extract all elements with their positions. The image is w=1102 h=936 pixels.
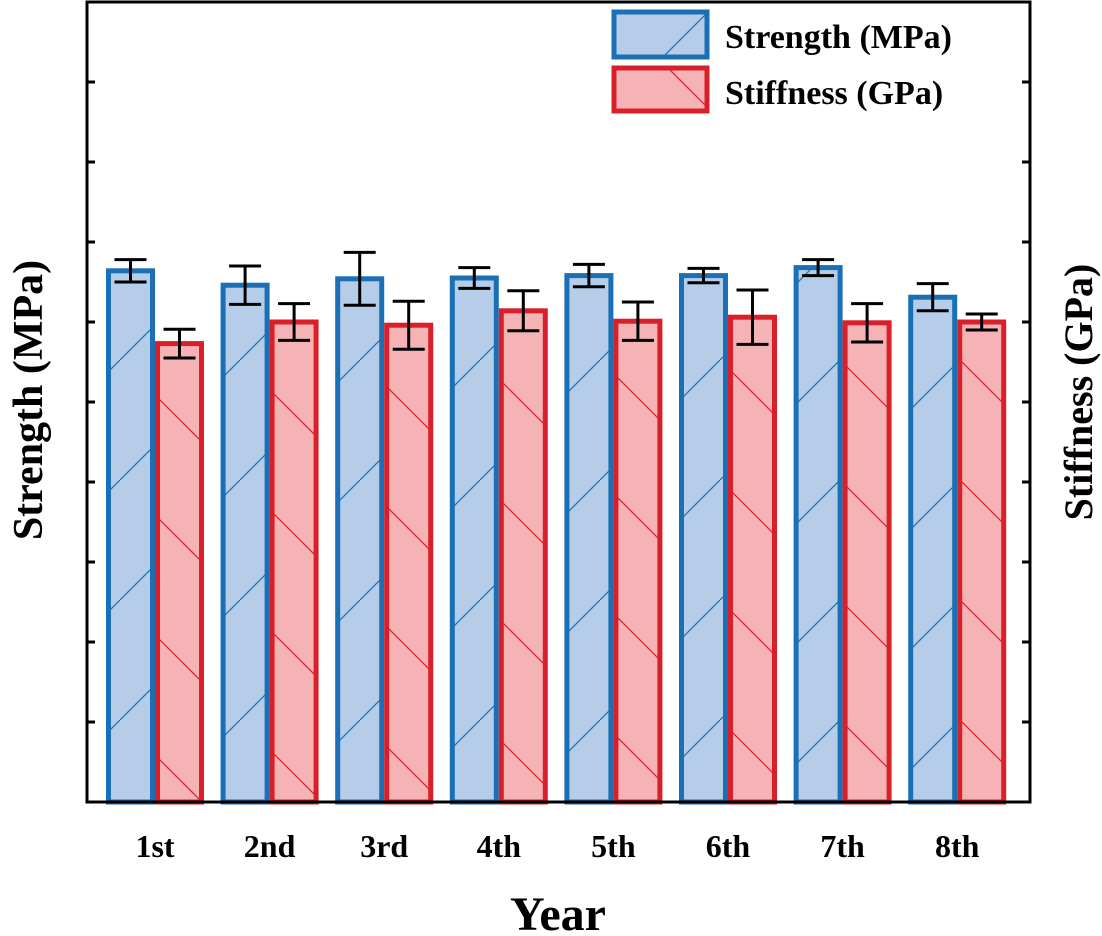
y-axis-title-right: Stiffness (GPa): [1056, 264, 1101, 521]
error-bar-strength-4th: [458, 266, 491, 290]
error-bar-stiffness-6th: [736, 288, 769, 346]
error-bar-strength-8th: [916, 282, 949, 313]
error-bar-strength-5th: [572, 262, 605, 289]
error-bar-stiffness-5th: [621, 300, 654, 342]
bar-strength-3rd: [335, 276, 385, 805]
bar-strength-1st: [106, 268, 155, 805]
bar-stiffness-2nd: [269, 319, 319, 805]
bar-strength-4th: [449, 275, 499, 805]
error-bar-strength-2nd: [229, 264, 262, 306]
x-axis-title: Year: [510, 888, 606, 936]
x-tick-label-3rd: 3rd: [360, 828, 408, 864]
x-tick-label-2nd: 2nd: [244, 828, 296, 864]
legend-label-strength: Strength (MPa): [725, 19, 952, 56]
error-bar-stiffness-8th: [965, 312, 998, 332]
bar-strength-5th: [564, 273, 614, 805]
error-bar-strength-1st: [114, 258, 147, 284]
axis-ticks: [87, 80, 1030, 724]
error-bar-strength-3rd: [343, 250, 376, 307]
legend: Strength (MPa) Stiffness (GPa): [611, 9, 952, 114]
x-tick-label-7th: 7th: [820, 828, 865, 864]
bar-strength-8th: [908, 294, 958, 805]
bar-stiffness-1st: [155, 341, 204, 805]
x-tick-label-5th: 5th: [591, 828, 636, 864]
error-bar-stiffness-3rd: [392, 299, 425, 351]
bar-stiffness-4th: [498, 308, 548, 805]
bars-layer: [106, 265, 1007, 805]
bar-strength-7th: [793, 265, 843, 805]
bar-stiffness-8th: [957, 319, 1007, 805]
error-bar-stiffness-7th: [851, 302, 884, 344]
legend-item-stiffness[interactable]: Stiffness (GPa): [611, 65, 943, 114]
error-bars-layer: [114, 250, 998, 360]
error-bar-stiffness-4th: [507, 289, 540, 333]
x-tick-label-4th: 4th: [477, 828, 522, 864]
x-tick-labels: 1st 2nd 3rd 4th 5th 6th 7th 8th: [135, 828, 979, 864]
bar-strength-6th: [679, 273, 728, 805]
bar-stiffness-5th: [613, 318, 663, 805]
x-tick-label-6th: 6th: [706, 828, 751, 864]
legend-swatch-stiffness: [611, 65, 710, 114]
error-bar-strength-7th: [802, 258, 835, 278]
bar-stiffness-6th: [728, 314, 777, 805]
error-bar-stiffness-1st: [163, 327, 196, 360]
error-bar-strength-6th: [687, 266, 720, 285]
x-tick-label-8th: 8th: [935, 828, 980, 864]
bar-stiffness-7th: [842, 320, 892, 805]
bar-strength-2nd: [220, 282, 270, 805]
legend-swatch-strength: [611, 9, 710, 60]
legend-item-strength[interactable]: Strength (MPa): [611, 9, 952, 60]
bar-stiffness-3rd: [384, 322, 434, 805]
legend-label-stiffness: Stiffness (GPa): [725, 75, 943, 112]
x-tick-label-1st: 1st: [135, 828, 174, 864]
error-bar-stiffness-2nd: [278, 302, 311, 342]
y-axis-title-left: Strength (MPa): [6, 260, 52, 540]
